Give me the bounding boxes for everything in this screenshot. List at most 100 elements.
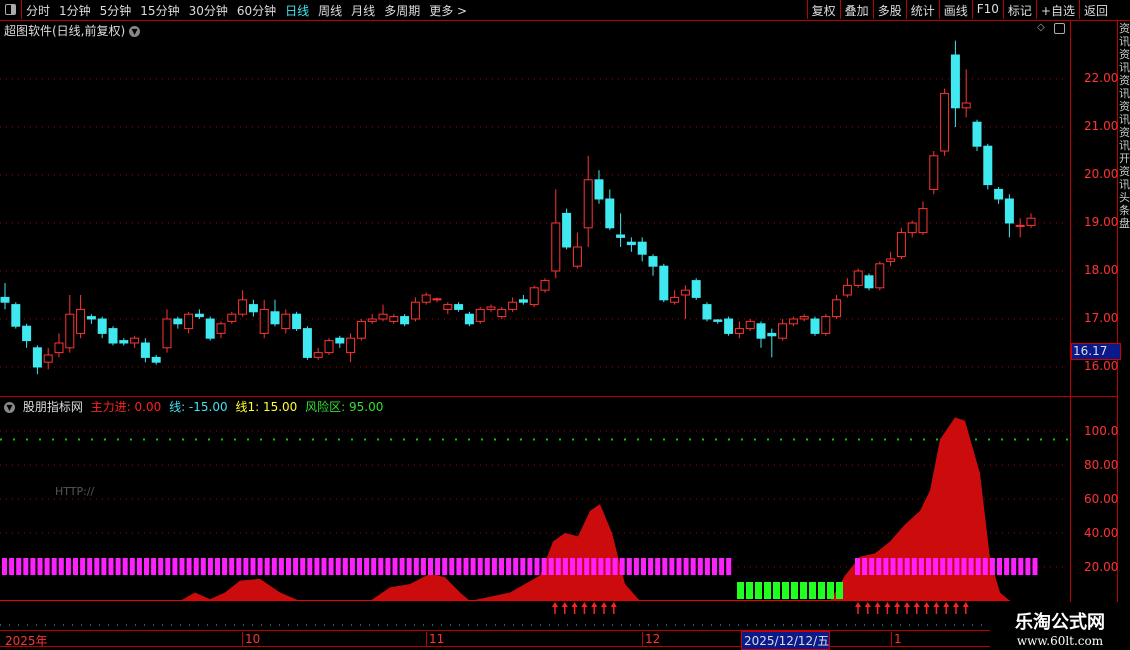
diamond-icon[interactable]: ◇	[1037, 22, 1045, 33]
magenta-bar	[371, 558, 377, 575]
tab-period[interactable]: 30分钟	[188, 4, 228, 18]
candle-body	[529, 287, 539, 306]
tool-button[interactable]: +自选	[1035, 0, 1079, 19]
green-bar	[791, 582, 798, 599]
candle-body	[713, 319, 723, 322]
magenta-bar	[321, 558, 327, 575]
magenta-bar	[926, 558, 931, 575]
price-label: 20.00	[1084, 167, 1119, 181]
candle-body	[497, 308, 507, 318]
candle-body	[119, 340, 129, 344]
tool-button[interactable]: 叠加	[839, 0, 873, 19]
candle-body	[810, 318, 820, 334]
candle-body	[680, 289, 690, 296]
magenta-bar	[612, 558, 618, 575]
green-bar	[746, 582, 753, 599]
candle-body	[173, 318, 183, 325]
candle-body	[389, 316, 399, 322]
up-arrow-icon	[933, 602, 940, 607]
candle-body	[421, 294, 431, 303]
up-arrow-icon	[884, 602, 891, 607]
tab-period[interactable]: 60分钟	[236, 4, 277, 18]
tab-more[interactable]: 更多 >	[429, 4, 468, 18]
magenta-bar	[456, 558, 462, 575]
magenta-bar	[484, 558, 490, 575]
panel-toggle-icon[interactable]	[1054, 23, 1065, 34]
tool-button[interactable]: 画线	[938, 0, 972, 19]
up-arrow-icon	[923, 602, 930, 607]
magenta-bar	[975, 558, 981, 575]
magenta-bar	[534, 558, 540, 575]
magenta-bar	[862, 558, 868, 575]
tool-button[interactable]: 返回	[1078, 0, 1112, 19]
indicator-header: ▼ 股朋指标网 主力进: 0.00 线: -15.00 线1: 15.00 风险…	[4, 398, 387, 415]
candle-body	[227, 313, 237, 322]
candle-body	[767, 332, 777, 337]
tool-button[interactable]: 多股	[872, 0, 906, 19]
candle-body	[400, 316, 410, 325]
chevron-down-icon[interactable]: ▼	[4, 402, 15, 413]
magenta-bar	[904, 558, 910, 575]
candle-body	[594, 179, 604, 200]
tab-period[interactable]: 1分钟	[59, 4, 91, 18]
green-bar	[755, 582, 762, 599]
date-label: 1	[891, 632, 902, 646]
candle-body	[961, 102, 971, 109]
candle-body	[799, 316, 809, 320]
indicator-label: 100.0	[1084, 424, 1119, 438]
tab-period[interactable]: 月线	[351, 4, 376, 18]
tab-period[interactable]: 15分钟	[140, 4, 180, 18]
candle-body	[281, 313, 291, 330]
magenta-bar	[591, 558, 597, 575]
magenta-bar	[172, 558, 178, 575]
magenta-bar	[314, 558, 320, 575]
magenta-bar	[399, 558, 405, 575]
magenta-bar	[527, 558, 533, 575]
candle-body	[238, 299, 248, 315]
tab-period[interactable]: 5分钟	[99, 4, 132, 18]
magenta-bar	[961, 558, 967, 575]
candle-body	[11, 304, 21, 327]
tool-button[interactable]: 标记	[1002, 0, 1036, 19]
tab-period-daily[interactable]: 日线	[285, 4, 310, 18]
magenta-bar	[555, 558, 561, 575]
watermark-name: 乐淘公式网	[1015, 612, 1105, 633]
indicator-name[interactable]: 股朋指标网	[22, 400, 83, 414]
tool-button[interactable]: 统计	[905, 0, 939, 19]
magenta-bar	[890, 558, 896, 575]
panel-toggle-icon[interactable]	[0, 0, 22, 19]
candle-body	[324, 340, 334, 354]
candle-body	[734, 328, 744, 334]
magenta-bar	[513, 558, 519, 575]
tool-button[interactable]: F10	[971, 0, 1003, 19]
magenta-bar	[144, 558, 149, 575]
magenta-bar	[101, 558, 107, 575]
magenta-bar	[883, 558, 889, 575]
magenta-bar	[997, 558, 1002, 575]
magenta-bar	[51, 558, 57, 575]
candle-body	[356, 320, 366, 339]
magenta-bar	[278, 558, 284, 575]
magenta-bar	[307, 558, 313, 575]
magenta-bar	[719, 558, 725, 575]
green-bar	[773, 582, 780, 599]
tab-period[interactable]: 分时	[26, 4, 51, 18]
magenta-bar	[911, 558, 917, 575]
side-tabs[interactable]: 资讯资讯资讯资讯资讯开资讯头条盘	[1119, 22, 1130, 230]
tab-period[interactable]: 多周期	[384, 4, 421, 18]
candle-body	[184, 313, 194, 330]
candle-body	[270, 311, 280, 325]
tool-button[interactable]: 复权	[806, 0, 840, 19]
candle-body	[918, 208, 928, 234]
candle-body	[832, 299, 842, 318]
magenta-bar	[9, 558, 15, 575]
magenta-bar	[491, 558, 497, 575]
chevron-down-icon[interactable]: ▼	[129, 26, 141, 37]
tab-period[interactable]: 周线	[318, 4, 343, 18]
candle-body	[302, 328, 312, 358]
magenta-bar	[222, 558, 228, 575]
magenta-bar	[122, 558, 128, 575]
candle-body	[216, 323, 226, 334]
magenta-bar	[933, 558, 939, 575]
